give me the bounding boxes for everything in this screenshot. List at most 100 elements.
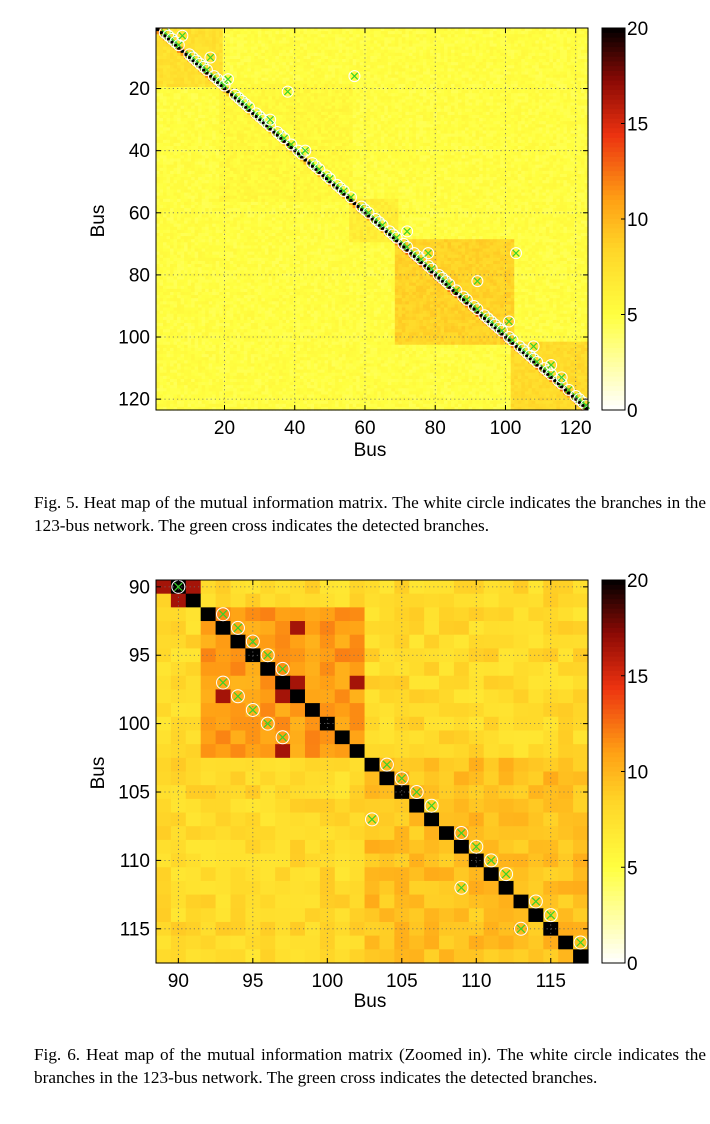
heatmap-cell bbox=[454, 90, 459, 94]
heatmap-cell bbox=[170, 46, 175, 51]
heatmap-cell bbox=[366, 99, 371, 104]
heatmap-cell bbox=[198, 40, 203, 45]
heatmap-cell bbox=[296, 139, 301, 144]
heatmap-cell bbox=[285, 127, 291, 132]
heatmap-cell bbox=[352, 28, 357, 32]
heatmap-cell bbox=[436, 40, 442, 45]
heatmap-cell bbox=[180, 124, 185, 128]
heatmap-cell bbox=[205, 136, 210, 141]
heatmap-cell bbox=[422, 90, 428, 94]
heatmap-cell bbox=[415, 118, 421, 122]
heatmap-cell bbox=[159, 74, 164, 79]
heatmap-cell bbox=[458, 49, 463, 54]
heatmap-cell bbox=[472, 133, 477, 138]
heatmap-cell bbox=[342, 77, 347, 82]
heatmap-cell bbox=[335, 65, 340, 69]
heatmap-cell bbox=[415, 121, 421, 125]
heatmap-cell bbox=[359, 111, 364, 116]
heatmap-cell bbox=[229, 105, 234, 110]
heatmap-cell bbox=[317, 55, 322, 60]
heatmap-cell bbox=[226, 93, 231, 97]
heatmap-cell bbox=[468, 37, 473, 42]
heatmap-cell bbox=[236, 74, 241, 79]
heatmap-cell bbox=[208, 130, 213, 135]
heatmap-cell bbox=[444, 49, 449, 54]
heatmap-cell bbox=[465, 28, 470, 32]
heatmap-cell bbox=[380, 105, 385, 110]
heatmap-cell bbox=[310, 37, 315, 42]
heatmap-cell bbox=[240, 105, 245, 110]
heatmap-cell bbox=[528, 121, 533, 125]
heatmap-cell bbox=[240, 152, 245, 156]
heatmap-cell bbox=[243, 87, 248, 91]
heatmap-cell bbox=[535, 105, 540, 110]
heatmap-cell bbox=[563, 108, 568, 113]
heatmap-cell bbox=[359, 121, 364, 125]
heatmap-cell bbox=[531, 130, 536, 135]
heatmap-cell bbox=[282, 80, 287, 85]
heatmap-cell bbox=[422, 96, 428, 101]
heatmap-cell bbox=[387, 55, 392, 60]
heatmap-cell bbox=[314, 146, 319, 150]
heatmap-cell bbox=[559, 59, 565, 63]
heatmap-cell bbox=[243, 124, 248, 128]
heatmap-cell bbox=[321, 87, 326, 91]
heatmap-cell bbox=[268, 34, 273, 38]
heatmap-cell bbox=[377, 52, 382, 57]
heatmap-cell bbox=[345, 74, 350, 79]
heatmap-cell bbox=[465, 80, 470, 85]
heatmap-cell bbox=[243, 118, 248, 122]
heatmap-cell bbox=[314, 133, 319, 138]
heatmap-cell bbox=[475, 121, 480, 125]
heatmap-cell bbox=[289, 90, 294, 94]
heatmap-cell bbox=[229, 133, 234, 138]
heatmap-cell bbox=[163, 77, 168, 82]
heatmap-cell bbox=[507, 96, 512, 101]
heatmap-cell bbox=[321, 146, 326, 150]
heatmap-cell bbox=[296, 46, 301, 51]
heatmap-cell bbox=[535, 102, 540, 107]
heatmap-cell bbox=[250, 34, 255, 38]
heatmap-cell bbox=[212, 55, 217, 60]
heatmap-cell bbox=[454, 146, 459, 150]
heatmap-cell bbox=[517, 80, 522, 85]
heatmap-cell bbox=[187, 93, 192, 97]
heatmap-cell bbox=[236, 55, 241, 60]
heatmap-cell bbox=[187, 49, 192, 54]
heatmap-cell bbox=[482, 28, 487, 32]
heatmap-cell bbox=[345, 127, 350, 132]
heatmap-cell bbox=[173, 127, 178, 132]
heatmap-cell bbox=[170, 87, 175, 91]
heatmap-cell bbox=[422, 37, 428, 42]
heatmap-cell bbox=[387, 108, 392, 113]
heatmap-cell bbox=[528, 31, 533, 35]
heatmap-cell bbox=[566, 46, 572, 51]
heatmap-cell bbox=[454, 71, 459, 76]
heatmap-cell bbox=[422, 52, 428, 57]
heatmap-cell bbox=[377, 65, 382, 69]
heatmap-cell bbox=[507, 142, 512, 147]
heatmap-cell bbox=[324, 90, 329, 94]
heatmap-cell bbox=[461, 114, 466, 119]
heatmap-cell bbox=[229, 93, 234, 97]
heatmap-cell bbox=[429, 34, 435, 38]
heatmap-cell bbox=[584, 68, 589, 73]
heatmap-cell bbox=[268, 74, 273, 79]
heatmap-cell bbox=[521, 55, 526, 60]
heatmap-cell bbox=[535, 130, 540, 135]
heatmap-cell bbox=[194, 77, 199, 82]
heatmap-cell bbox=[296, 28, 301, 32]
heatmap-cell bbox=[198, 108, 203, 113]
heatmap-cell bbox=[335, 102, 340, 107]
heatmap-cell bbox=[419, 139, 424, 144]
heatmap-cell bbox=[173, 62, 178, 66]
heatmap-cell bbox=[503, 118, 508, 122]
heatmap-cell bbox=[577, 124, 582, 128]
heatmap-cell bbox=[496, 102, 501, 107]
heatmap-cell bbox=[324, 99, 329, 104]
heatmap-cell bbox=[391, 49, 396, 54]
heatmap-cell bbox=[524, 121, 529, 125]
heatmap-cell bbox=[222, 130, 227, 135]
heatmap-cell bbox=[261, 102, 266, 107]
heatmap-cell bbox=[215, 40, 220, 45]
